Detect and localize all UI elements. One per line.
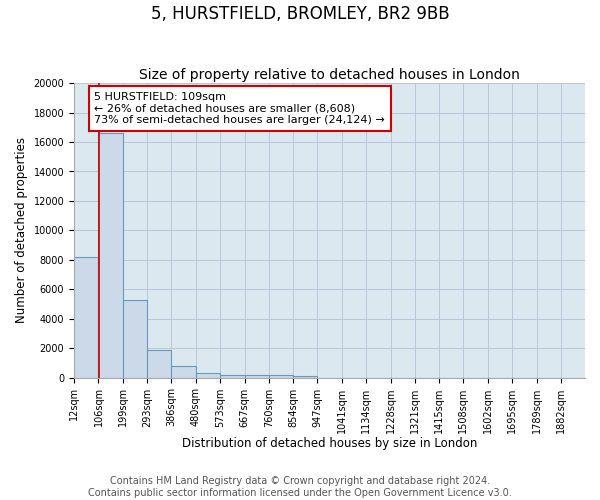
Bar xyxy=(293,376,317,378)
Bar xyxy=(245,376,269,378)
Text: 5, HURSTFIELD, BROMLEY, BR2 9BB: 5, HURSTFIELD, BROMLEY, BR2 9BB xyxy=(151,5,449,23)
Bar xyxy=(147,350,172,378)
Bar xyxy=(196,373,220,378)
Bar xyxy=(74,257,98,378)
X-axis label: Distribution of detached houses by size in London: Distribution of detached houses by size … xyxy=(182,437,477,450)
Text: 5 HURSTFIELD: 109sqm
← 26% of detached houses are smaller (8,608)
73% of semi-de: 5 HURSTFIELD: 109sqm ← 26% of detached h… xyxy=(94,92,385,125)
Bar xyxy=(269,376,293,378)
Y-axis label: Number of detached properties: Number of detached properties xyxy=(15,138,28,324)
Bar xyxy=(123,300,147,378)
Bar xyxy=(220,374,245,378)
Bar xyxy=(98,133,123,378)
Bar xyxy=(172,366,196,378)
Text: Contains HM Land Registry data © Crown copyright and database right 2024.
Contai: Contains HM Land Registry data © Crown c… xyxy=(88,476,512,498)
Title: Size of property relative to detached houses in London: Size of property relative to detached ho… xyxy=(139,68,520,82)
